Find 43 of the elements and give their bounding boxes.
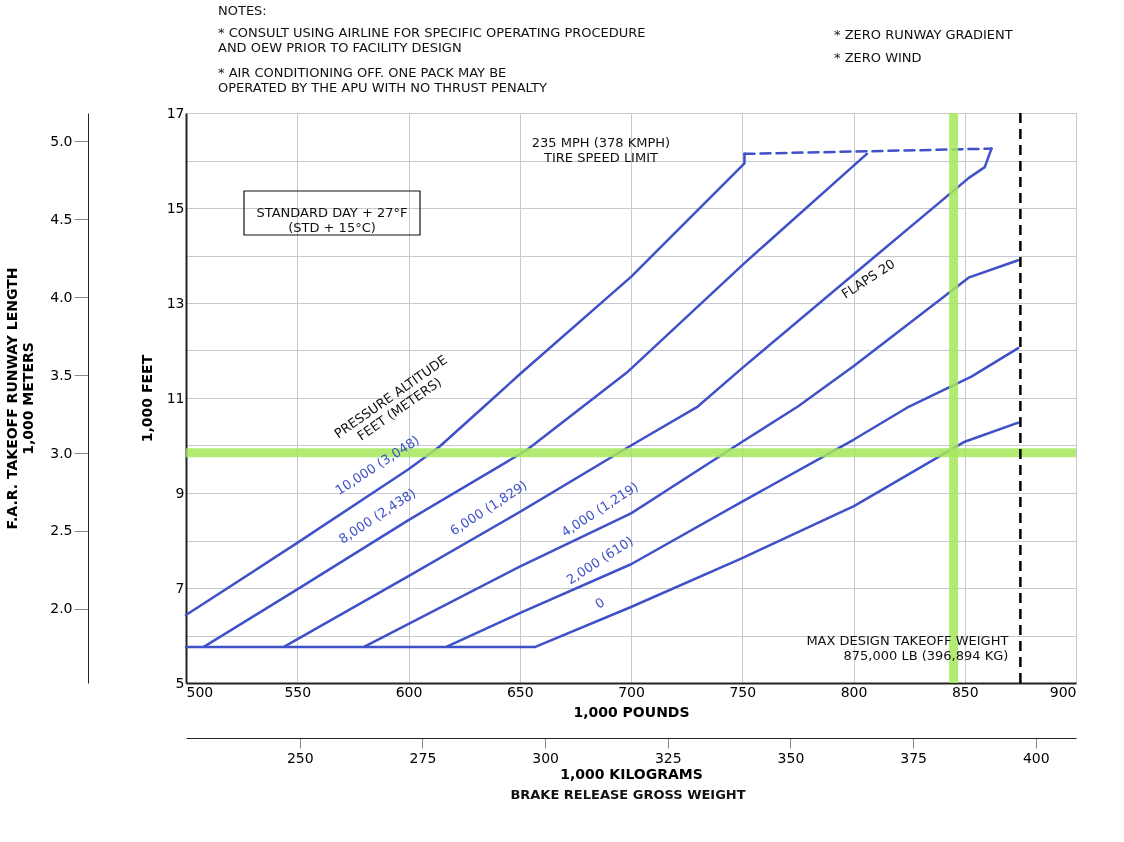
x2-tick-label: 250: [286, 749, 314, 766]
y-tick-label: 13: [166, 294, 185, 311]
x-tick-label: 800: [840, 683, 868, 700]
x-tick-label: 850: [951, 683, 979, 700]
y-tick-label: 9: [175, 484, 185, 501]
x-tick-label: 550: [284, 683, 312, 700]
text: * CONSULT USING AIRLINE FOR SPECIFIC OPERATING PROCEDURE AND OEW PRIOR TO FACILITY DESIGN: [218, 25, 646, 55]
x-tick-label: 650: [506, 683, 534, 700]
y-tick-label: 5: [175, 674, 185, 691]
x-tick-label: 750: [729, 683, 757, 700]
y2-tick-label: 4.5: [50, 210, 73, 227]
text: * AIR CONDITIONING OFF. ONE PACK MAY BE OPERATED BY THE APU WITH NO THRUST PENALTY: [218, 65, 547, 95]
y-tick-label: 15: [166, 199, 185, 216]
x-tick-label: 500: [186, 683, 214, 700]
x2-tick-label: 350: [777, 749, 805, 766]
x-tick-label: 600: [395, 683, 423, 700]
y2-tick-label: 5.0: [50, 132, 73, 149]
x-axis-title: 1,000 POUNDS: [573, 703, 690, 720]
y2-tick-label: 4.0: [50, 288, 73, 305]
y-tick-label: 17: [166, 104, 185, 121]
text: NOTES:: [218, 3, 267, 18]
text: * ZERO RUNWAY GRADIENT: [834, 27, 1013, 42]
y2-tick-label: 3.0: [50, 444, 73, 461]
x2-tick-label: 325: [654, 749, 682, 766]
y2-tick-label: 2.0: [50, 600, 73, 617]
y-axis-title: 1,000 FEET: [138, 354, 155, 443]
x2-tick-label: 300: [532, 749, 560, 766]
x-tick-label: 700: [618, 683, 645, 700]
x-tick-label: 900: [1049, 683, 1077, 700]
text: * ZERO WIND: [834, 50, 922, 65]
y-tick-label: 7: [175, 579, 185, 596]
text: BRAKE RELEASE GROSS WEIGHT: [510, 787, 746, 802]
x2-tick-label: 275: [409, 749, 437, 766]
y-tick-label: 11: [166, 389, 185, 406]
y2-tick-label: 2.5: [50, 522, 73, 539]
x2-tick-label: 400: [1022, 749, 1050, 766]
y2-tick-label: 3.5: [50, 366, 73, 383]
y2-axis-title: F.A.R. TAKEOFF RUNWAY LENGTH 1,000 METERS: [4, 267, 37, 530]
annotation: STANDARD DAY + 27°F (STD + 15°C): [256, 205, 408, 235]
text: 0: [592, 594, 608, 612]
x2-tick-label: 375: [900, 749, 927, 766]
x2-axis-title: 1,000 KILOGRAMS: [560, 765, 703, 782]
annotation: 235 MPH (378 KMPH) TIRE SPEED LIMIT: [531, 135, 671, 165]
